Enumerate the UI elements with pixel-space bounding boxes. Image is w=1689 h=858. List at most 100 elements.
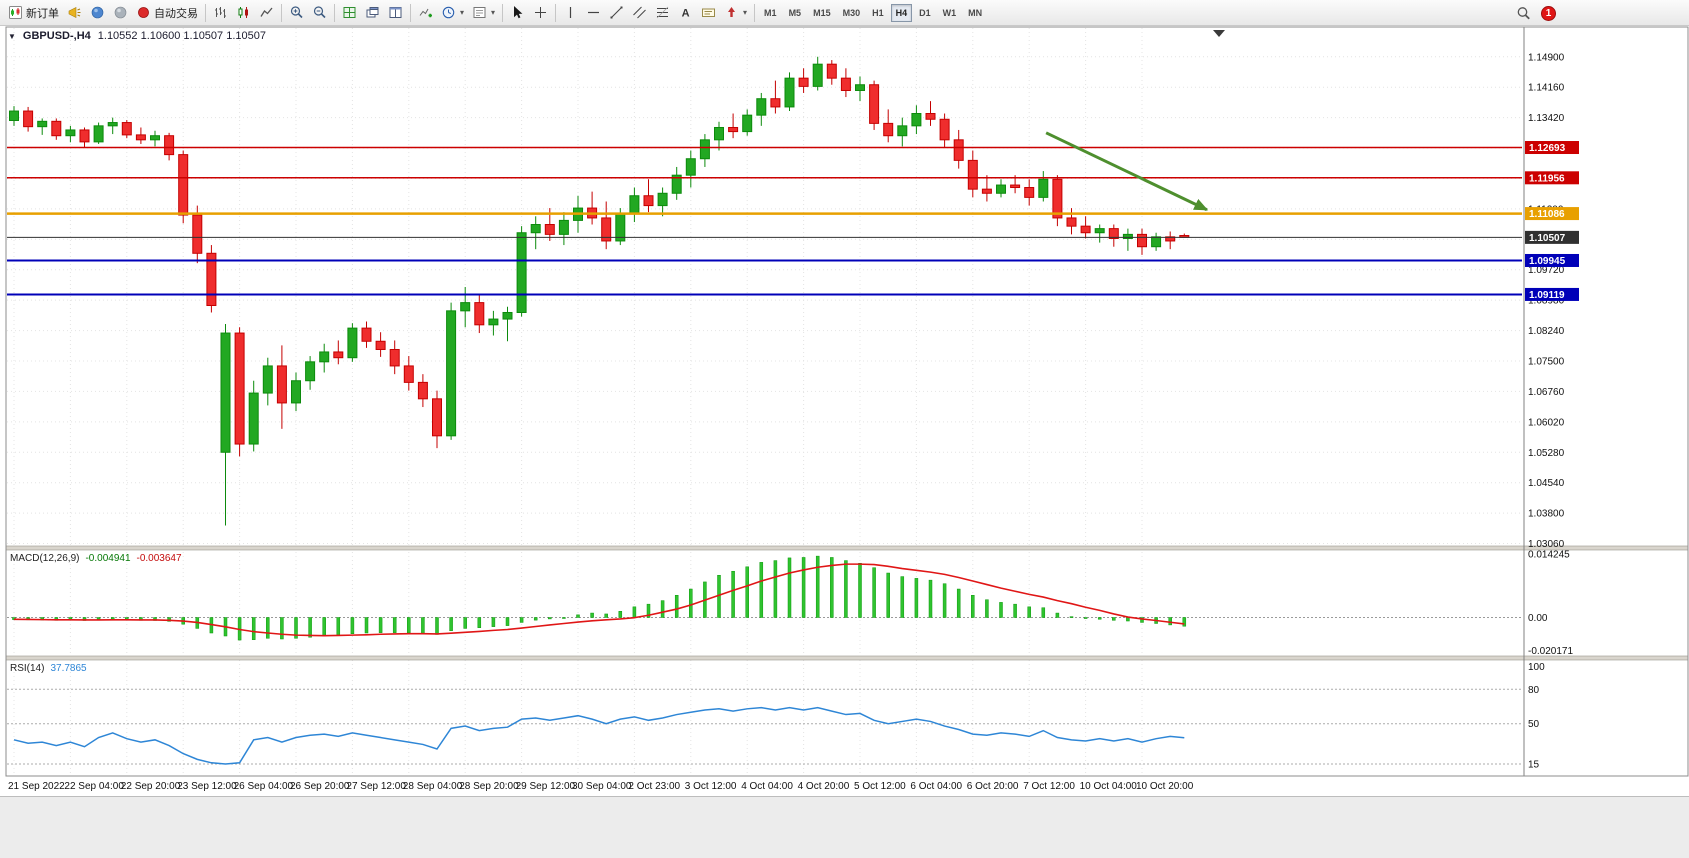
- svg-text:1.06020: 1.06020: [1528, 417, 1565, 428]
- svg-text:100: 100: [1528, 662, 1545, 673]
- price-badge: [1525, 230, 1579, 244]
- channel-icon: [633, 6, 646, 19]
- svg-text:1.11956: 1.11956: [1529, 173, 1565, 184]
- crosshair-tool-button[interactable]: [529, 2, 552, 24]
- svg-text:26 Sep 04:00: 26 Sep 04:00: [234, 781, 294, 792]
- search-icon: [1517, 6, 1530, 19]
- svg-text:1.08980: 1.08980: [1528, 296, 1565, 307]
- chevron-down-icon: ▾: [491, 8, 496, 17]
- svg-text:0.014245: 0.014245: [1528, 550, 1570, 561]
- svg-text:6 Oct 04:00: 6 Oct 04:00: [910, 781, 962, 792]
- announcement-button[interactable]: [63, 2, 86, 24]
- vertical-line-tool-button[interactable]: [559, 2, 582, 24]
- svg-text:1.09119: 1.09119: [1529, 290, 1565, 301]
- autotrade-button[interactable]: 自动交易: [132, 2, 202, 24]
- svg-text:27 Sep 12:00: 27 Sep 12:00: [346, 781, 406, 792]
- text-tool-button[interactable]: A: [674, 2, 697, 24]
- svg-text:1.03060: 1.03060: [1528, 539, 1565, 550]
- tile-windows-button[interactable]: [384, 2, 407, 24]
- bar-chart-icon: [215, 7, 226, 18]
- svg-text:23 Sep 12:00: 23 Sep 12:00: [177, 781, 237, 792]
- zoom-in-button[interactable]: [285, 2, 308, 24]
- svg-text:1.04540: 1.04540: [1528, 478, 1565, 489]
- timeframe-group: M1 M5 M15 M30 H1 H4 D1 W1 MN: [758, 3, 988, 22]
- zoom-out-icon: [313, 6, 326, 19]
- line-chart-button[interactable]: [255, 2, 278, 24]
- new-order-label: 新订单: [26, 7, 59, 20]
- tf-h4[interactable]: H4: [890, 3, 913, 22]
- fibonacci-tool-button[interactable]: [651, 2, 674, 24]
- svg-text:28 Sep 20:00: 28 Sep 20:00: [459, 781, 519, 792]
- svg-text:1.09720: 1.09720: [1528, 265, 1565, 276]
- grid-layer: [7, 28, 1522, 776]
- tf-w1[interactable]: W1: [938, 4, 962, 22]
- svg-text:1.14160: 1.14160: [1528, 83, 1565, 94]
- svg-text:1.07500: 1.07500: [1528, 357, 1565, 368]
- price-scale-layer: 1.149001.141601.134201.126801.119401.112…: [1525, 52, 1579, 770]
- macd-layer: [7, 555, 1522, 641]
- bar-chart-button[interactable]: [209, 2, 232, 24]
- svg-text:2 Oct 23:00: 2 Oct 23:00: [628, 781, 680, 792]
- crosshair-icon: [535, 7, 547, 18]
- new-order-button[interactable]: 新订单: [4, 2, 63, 24]
- arrows-tool-button[interactable]: ▾: [720, 2, 751, 24]
- search-button[interactable]: [1512, 2, 1535, 24]
- tf-h1[interactable]: H1: [867, 4, 889, 22]
- chart-window: 1.149001.141601.134201.126801.119401.112…: [0, 26, 1689, 796]
- candlestick-chart-icon: [238, 7, 248, 18]
- svg-text:1.11086: 1.11086: [1529, 209, 1565, 220]
- zoom-in-icon: [290, 6, 303, 19]
- candlestick-chart-button[interactable]: [232, 2, 255, 24]
- autotrade-label: 自动交易: [154, 7, 198, 20]
- tf-m15[interactable]: M15: [808, 4, 836, 22]
- channel-tool-button[interactable]: [628, 2, 651, 24]
- templates-button[interactable]: ▾: [468, 2, 499, 24]
- periods-button[interactable]: ▾: [437, 2, 468, 24]
- tf-m30[interactable]: M30: [838, 4, 866, 22]
- price-badge: [1525, 253, 1579, 267]
- svg-text:3 Oct 12:00: 3 Oct 12:00: [685, 781, 737, 792]
- svg-text:6 Oct 20:00: 6 Oct 20:00: [967, 781, 1019, 792]
- alerts-icon: [114, 6, 127, 19]
- horizontal-line-tool-button[interactable]: [582, 2, 605, 24]
- tf-d1[interactable]: D1: [914, 4, 936, 22]
- svg-text:30 Sep 04:00: 30 Sep 04:00: [572, 781, 632, 792]
- price-badge: [1525, 287, 1579, 301]
- toolbar-separator: [281, 3, 282, 22]
- community-button[interactable]: [86, 2, 109, 24]
- scroll-shift-marker: [1213, 30, 1225, 37]
- tf-mn[interactable]: MN: [963, 4, 987, 22]
- tf-m5[interactable]: M5: [784, 4, 807, 22]
- tile-windows-grid-button[interactable]: [338, 2, 361, 24]
- svg-text:5 Oct 12:00: 5 Oct 12:00: [854, 781, 906, 792]
- svg-text:15: 15: [1528, 759, 1540, 770]
- chart-canvas[interactable]: 1.149001.141601.134201.126801.119401.112…: [0, 26, 1689, 796]
- price-badge: [1525, 141, 1579, 155]
- svg-text:80: 80: [1528, 685, 1540, 696]
- fibonacci-icon: [656, 6, 669, 19]
- trendline-tool-button[interactable]: [605, 2, 628, 24]
- svg-text:1.03800: 1.03800: [1528, 509, 1565, 520]
- svg-text:29 Sep 12:00: 29 Sep 12:00: [516, 781, 576, 792]
- cursor-tool-button[interactable]: [506, 2, 529, 24]
- indicators-plus-icon: [419, 8, 432, 18]
- svg-text:50: 50: [1528, 719, 1540, 730]
- line-chart-icon: [260, 7, 273, 17]
- svg-text:10 Oct 20:00: 10 Oct 20:00: [1136, 781, 1194, 792]
- text-label-tool-button[interactable]: [697, 2, 720, 24]
- tf-m1[interactable]: M1: [759, 4, 782, 22]
- alerts-button[interactable]: [109, 2, 132, 24]
- trendline-icon: [610, 6, 623, 19]
- svg-text:1.14900: 1.14900: [1528, 52, 1565, 63]
- notification-badge[interactable]: 1: [1541, 5, 1556, 21]
- megaphone-icon: [68, 7, 81, 18]
- windows-grid-icon: [343, 7, 356, 18]
- cascade-windows-icon: [366, 7, 379, 18]
- text-icon: A: [682, 8, 690, 20]
- cascade-windows-button[interactable]: [361, 2, 384, 24]
- svg-text:7 Oct 12:00: 7 Oct 12:00: [1023, 781, 1075, 792]
- indicators-button[interactable]: [414, 2, 437, 24]
- zoom-out-button[interactable]: [308, 2, 331, 24]
- svg-text:4 Oct 04:00: 4 Oct 04:00: [741, 781, 793, 792]
